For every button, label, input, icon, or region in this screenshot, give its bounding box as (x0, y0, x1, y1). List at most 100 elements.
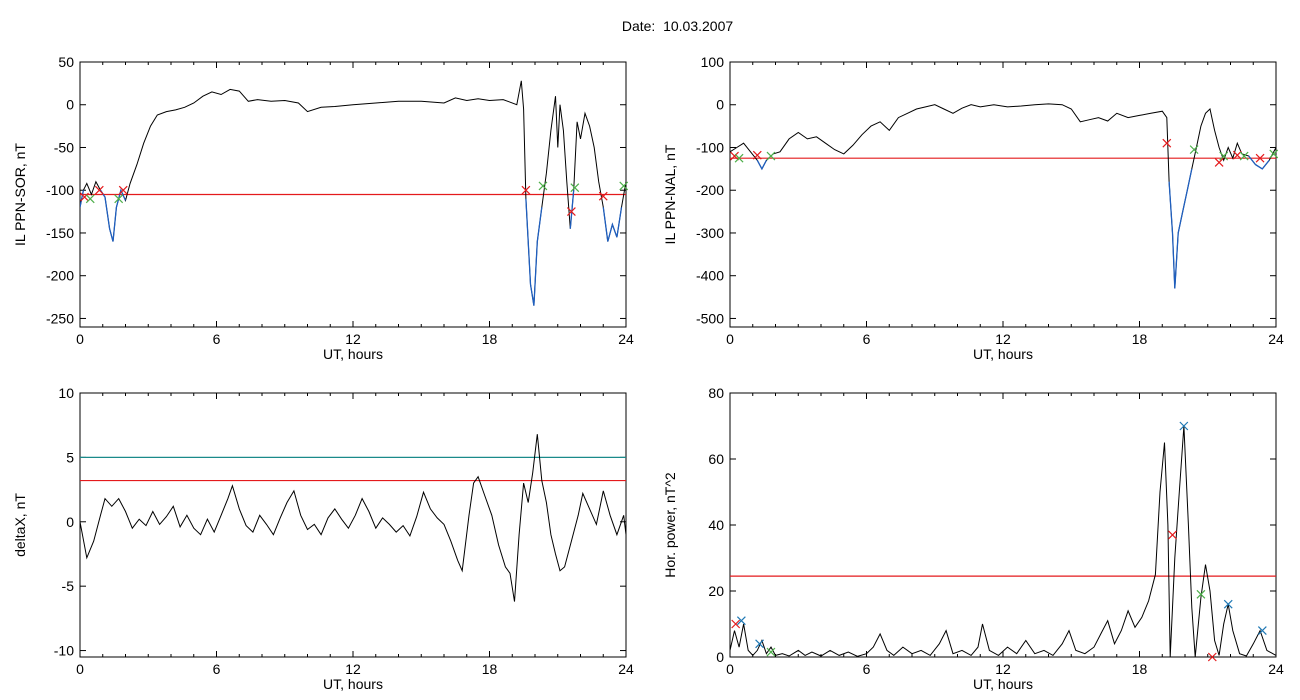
y-tick-label: 5 (66, 449, 74, 465)
y-axis-label: IL PPN-NAL, nT (662, 144, 678, 244)
event-marker (1219, 151, 1229, 161)
y-tick-label: -100 (46, 182, 74, 198)
x-tick-label: 24 (618, 331, 634, 347)
chart-panel-hor-power: Hor. power, nT^2 UT, hours 0 6 12 18 24 0 20 40… (662, 385, 1284, 692)
series-line (730, 103, 1276, 289)
y-tick-label: 10 (58, 385, 74, 401)
x-tick-label: 0 (726, 661, 734, 677)
event-marker (566, 207, 576, 217)
event-marker (1239, 151, 1249, 161)
chart-panel-delta-x: deltaX, nT UT, hours 0 6 12 18 24 -10 -5 0 5 10 (12, 385, 634, 692)
event-marker (1223, 599, 1233, 609)
event-marker (1207, 652, 1217, 662)
x-tick-label: 24 (1268, 661, 1284, 677)
series-line-below-threshold (569, 190, 575, 229)
x-tick-label: 6 (213, 331, 221, 347)
x-tick-label: 12 (345, 661, 361, 677)
y-tick-label: 0 (716, 649, 724, 665)
y-tick-label: 0 (66, 97, 74, 113)
event-marker (730, 151, 739, 161)
plot-frame (729, 61, 1277, 328)
y-tick-label: 0 (716, 97, 724, 113)
series-line-below-threshold (1168, 168, 1193, 289)
y-axis-label: deltaX, nT (12, 493, 28, 557)
event-marker (118, 185, 128, 195)
series-line (730, 425, 1276, 657)
event-marker (1269, 149, 1279, 159)
x-axis-label: UT, hours (323, 346, 383, 362)
chart-panel-il-ppn-sor: IL PPN-SOR, nT UT, hours 0 6 12 18 24 -250 -20… (12, 54, 634, 362)
x-axis-label: UT, hours (973, 346, 1033, 362)
series-line (80, 434, 626, 602)
series-line-below-threshold (602, 207, 623, 242)
plot-frame (79, 392, 627, 658)
series-line (80, 80, 626, 306)
y-tick-label: 50 (58, 54, 74, 70)
x-tick-label: 12 (995, 661, 1011, 677)
x-tick-label: 6 (213, 661, 221, 677)
event-marker (85, 194, 95, 204)
event-marker (1257, 626, 1267, 636)
y-tick-label: -200 (46, 268, 74, 284)
event-marker (731, 619, 741, 629)
event-marker (114, 194, 124, 204)
series-line-below-threshold (525, 198, 543, 306)
event-marker (1214, 158, 1224, 167)
y-axis-label: Hor. power, nT^2 (662, 472, 678, 578)
y-tick-label: -10 (54, 643, 74, 659)
event-marker (766, 151, 776, 161)
x-axis-label: UT, hours (973, 676, 1033, 692)
x-tick-label: 6 (863, 661, 871, 677)
series-line-below-threshold (756, 159, 767, 171)
series-line-below-threshold (99, 188, 127, 242)
x-tick-label: 18 (1132, 661, 1148, 677)
event-marker (766, 647, 776, 657)
y-tick-label: -150 (46, 225, 74, 241)
event-marker (619, 181, 629, 191)
y-tick-label: -200 (696, 182, 724, 198)
event-marker (94, 185, 104, 195)
plot-frame (729, 392, 1277, 658)
event-marker (1179, 421, 1189, 431)
y-tick-label: 100 (701, 54, 725, 70)
event-marker (1162, 138, 1172, 148)
x-tick-label: 0 (76, 331, 84, 347)
x-tick-label: 6 (863, 331, 871, 347)
event-marker (80, 192, 89, 202)
y-tick-label: -500 (696, 310, 724, 326)
y-tick-label: 20 (708, 583, 724, 599)
y-tick-label: -50 (54, 139, 74, 155)
event-marker (755, 639, 764, 649)
figure-title: Date: 10.03.2007 (621, 18, 734, 34)
event-marker (1189, 145, 1199, 155)
y-tick-label: 80 (708, 385, 724, 401)
x-tick-label: 0 (76, 661, 84, 677)
event-marker (1196, 589, 1206, 599)
series-line-below-threshold (1248, 155, 1270, 170)
event-marker (1255, 153, 1265, 163)
x-tick-label: 18 (1132, 331, 1148, 347)
y-tick-label: -250 (46, 310, 74, 326)
chart-panel-il-ppn-nal: IL PPN-NAL, nT UT, hours 0 6 12 18 24 -500 -40… (662, 54, 1284, 362)
y-tick-label: 40 (708, 517, 724, 533)
x-tick-label: 18 (482, 331, 498, 347)
y-tick-label: -400 (696, 268, 724, 284)
y-tick-label: -5 (62, 578, 75, 594)
x-tick-label: 24 (618, 661, 634, 677)
x-tick-label: 24 (1268, 331, 1284, 347)
y-tick-label: 0 (66, 514, 74, 530)
x-tick-label: 18 (482, 661, 498, 677)
event-marker (538, 181, 548, 191)
x-tick-label: 0 (726, 331, 734, 347)
x-tick-label: 12 (345, 331, 361, 347)
event-marker (736, 616, 746, 626)
y-tick-label: -300 (696, 225, 724, 241)
event-marker (570, 183, 580, 193)
event-marker (734, 153, 744, 163)
event-marker (598, 191, 608, 201)
y-axis-label: IL PPN-SOR, nT (12, 143, 28, 246)
y-tick-label: -100 (696, 139, 724, 155)
event-marker (521, 185, 531, 195)
x-tick-label: 12 (995, 331, 1011, 347)
